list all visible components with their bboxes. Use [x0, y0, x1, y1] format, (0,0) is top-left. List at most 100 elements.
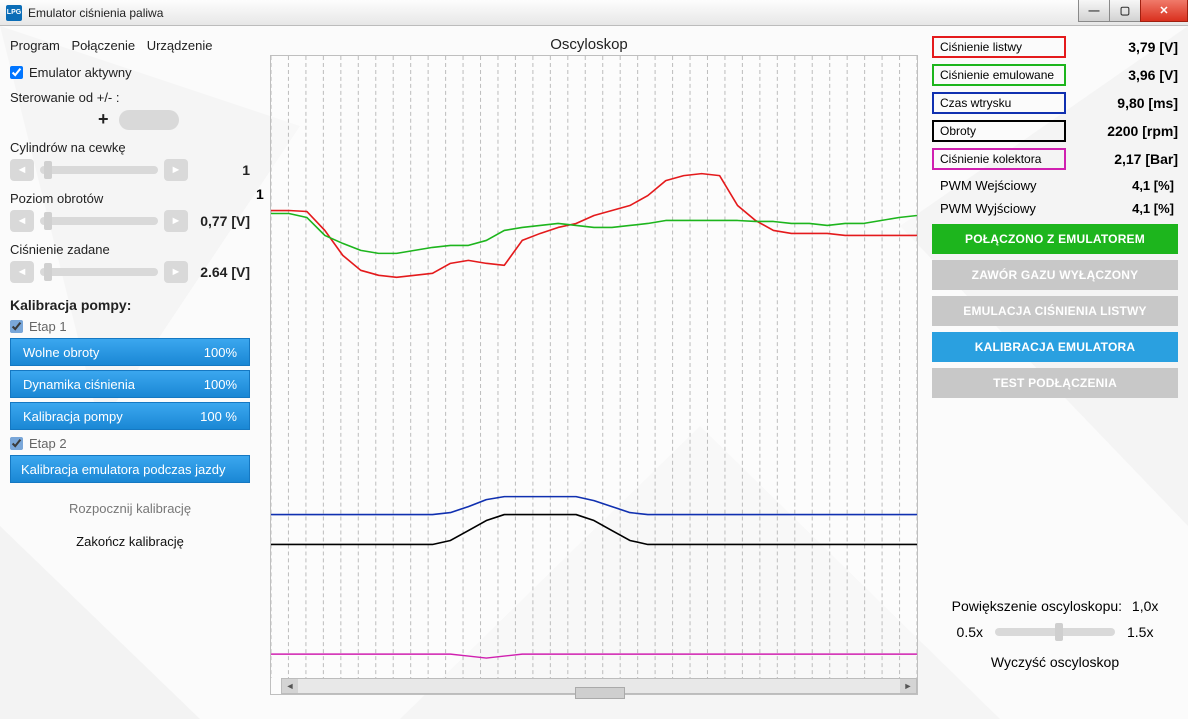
- zoom-value: 1,0x: [1132, 598, 1158, 614]
- plus-icon: +: [98, 109, 109, 130]
- rpm-inc-icon[interactable]: ►: [164, 210, 188, 232]
- cyl-dec-icon[interactable]: ◄: [10, 159, 34, 181]
- menu-program[interactable]: Program: [10, 38, 60, 53]
- scroll-left-icon[interactable]: ◄: [282, 679, 298, 693]
- set-pressure-value: 2.64 [V]: [188, 264, 250, 280]
- legend-label: Ciśnienie kolektora: [932, 148, 1066, 170]
- scroll-right-icon[interactable]: ►: [900, 679, 916, 693]
- pwm-value: 4,1 [%]: [1132, 201, 1174, 216]
- legend-label: Ciśnienie emulowane: [932, 64, 1066, 86]
- status-gas-valve[interactable]: ZAWÓR GAZU WYŁĄCZONY: [932, 260, 1178, 290]
- prog-pump: Kalibracja pompy 100 %: [10, 402, 250, 430]
- clear-oscilloscope-button[interactable]: Wyczyść oscyloskop: [932, 654, 1178, 670]
- legend-value: 2200 [rpm]: [1092, 123, 1178, 139]
- stage1-input[interactable]: [10, 320, 23, 333]
- status-cal-emulator[interactable]: KALIBRACJA EMULATORA: [932, 332, 1178, 362]
- zoom-slider[interactable]: 0.5x 1.5x: [932, 624, 1178, 640]
- zoom-max: 1.5x: [1127, 624, 1153, 640]
- start-calibration-button[interactable]: Rozpocznij kalibrację: [10, 501, 250, 516]
- prog-dyn-label: Dynamika ciśnienia: [23, 377, 135, 392]
- emulator-active-label: Emulator aktywny: [29, 65, 132, 80]
- status-test-connection[interactable]: TEST PODŁĄCZENIA: [932, 368, 1178, 398]
- legend-row: Ciśnienie listwy3,79 [V]: [932, 36, 1178, 58]
- legend-value: 9,80 [ms]: [1092, 95, 1178, 111]
- rpm-slider[interactable]: ◄ ► 0,77 [V]: [10, 210, 250, 232]
- legend-row: Obroty 2200 [rpm]: [932, 120, 1178, 142]
- rpm-value: 0,77 [V]: [188, 213, 250, 229]
- legend-label: Obroty: [932, 120, 1066, 142]
- legend: Ciśnienie listwy3,79 [V] Ciśnienie emulow…: [932, 36, 1178, 170]
- axis-label-1: 1: [256, 186, 264, 202]
- stage1-checkbox[interactable]: Etap 1: [10, 319, 250, 334]
- left-panel: Program Połączenie Urządzenie Emulator a…: [0, 26, 260, 719]
- oscilloscope-plot: ◄ ►: [270, 55, 918, 695]
- pwm-label: PWM Wejściowy: [940, 178, 1037, 193]
- pump-cal-title: Kalibracja pompy:: [10, 297, 250, 313]
- rpm-dec-icon[interactable]: ◄: [10, 210, 34, 232]
- stage2-checkbox[interactable]: Etap 2: [10, 436, 250, 451]
- sp-track[interactable]: [40, 268, 158, 276]
- pm-toggle[interactable]: [119, 110, 179, 130]
- pwm-label: PWM Wyjściowy: [940, 201, 1036, 216]
- set-pressure-slider[interactable]: ◄ ► 2.64 [V]: [10, 261, 250, 283]
- legend-label: Czas wtrysku: [932, 92, 1066, 114]
- prog-idle: Wolne obroty 100%: [10, 338, 250, 366]
- prog-driving-label: Kalibracja emulatora podczas jazdy: [21, 462, 226, 477]
- legend-label: Ciśnienie listwy: [932, 36, 1066, 58]
- right-panel: Ciśnienie listwy3,79 [V] Ciśnienie emulow…: [926, 26, 1188, 719]
- work-area: Program Połączenie Urządzenie Emulator a…: [0, 26, 1188, 719]
- plot-svg: [271, 56, 917, 694]
- cyl-track[interactable]: [40, 166, 158, 174]
- emulator-active-input[interactable]: [10, 66, 23, 79]
- zoom-block: Powiększenie oscyloskopu: 1,0x 0.5x 1.5x…: [932, 598, 1178, 670]
- legend-value: 3,96 [V]: [1092, 67, 1178, 83]
- prog-dynamics: Dynamika ciśnienia 100%: [10, 370, 250, 398]
- window-titlebar: LPG Emulator ciśnienia paliwa — ▢ ✕: [0, 0, 1188, 26]
- stage2-label: Etap 2: [29, 436, 67, 451]
- menu-connection[interactable]: Połączenie: [71, 38, 135, 53]
- legend-row: Ciśnienie kolektora2,17 [Bar]: [932, 148, 1178, 170]
- zoom-thumb[interactable]: [1055, 623, 1063, 641]
- stage2-input[interactable]: [10, 437, 23, 450]
- prog-pump-label: Kalibracja pompy: [23, 409, 123, 424]
- maximize-button[interactable]: ▢: [1109, 0, 1141, 22]
- menu-bar: Program Połączenie Urządzenie: [10, 34, 250, 61]
- cyl-inc-icon[interactable]: ►: [164, 159, 188, 181]
- minimize-button[interactable]: —: [1078, 0, 1110, 22]
- scroll-thumb[interactable]: [575, 687, 625, 699]
- legend-row: Czas wtrysku 9,80 [ms]: [932, 92, 1178, 114]
- plot-hscrollbar[interactable]: ◄ ►: [281, 678, 917, 694]
- window-title: Emulator ciśnienia paliwa: [28, 6, 163, 20]
- center-panel: Oscyloskop 1 ◄ ►: [260, 26, 926, 719]
- pwm-row: PWM Wejściowy 4,1 [%]: [932, 176, 1178, 195]
- sp-dec-icon[interactable]: ◄: [10, 261, 34, 283]
- sp-inc-icon[interactable]: ►: [164, 261, 188, 283]
- set-pressure-label: Ciśnienie zadane: [10, 242, 250, 257]
- menu-device[interactable]: Urządzenie: [147, 38, 213, 53]
- prog-idle-label: Wolne obroty: [23, 345, 99, 360]
- control-pm-label: Sterowanie od +/- :: [10, 90, 250, 105]
- cylinders-label: Cylindrów na cewkę: [10, 140, 250, 155]
- rpm-track[interactable]: [40, 217, 158, 225]
- end-calibration-button[interactable]: Zakończ kalibrację: [10, 534, 250, 549]
- status-connected: POŁĄCZONO Z EMULATOREM: [932, 224, 1178, 254]
- control-pm-row: +: [10, 109, 250, 130]
- prog-dyn-pct: 100%: [204, 377, 237, 392]
- prog-driving: Kalibracja emulatora podczas jazdy: [10, 455, 250, 483]
- window-buttons: — ▢ ✕: [1079, 0, 1188, 22]
- status-emul-pressure[interactable]: EMULACJA CIŚNIENIA LISTWY: [932, 296, 1178, 326]
- cylinders-slider[interactable]: ◄ ► 1: [10, 159, 250, 181]
- prog-pump-pct: 100 %: [200, 409, 237, 424]
- stage1-label: Etap 1: [29, 319, 67, 334]
- prog-idle-pct: 100%: [204, 345, 237, 360]
- close-button[interactable]: ✕: [1140, 0, 1188, 22]
- zoom-track[interactable]: [995, 628, 1115, 636]
- app-icon: LPG: [6, 5, 22, 21]
- pwm-readouts: PWM Wejściowy 4,1 [%] PWM Wyjściowy 4,1 [%]: [932, 176, 1178, 218]
- pwm-value: 4,1 [%]: [1132, 178, 1174, 193]
- emulator-active-checkbox[interactable]: Emulator aktywny: [10, 65, 250, 80]
- zoom-label: Powiększenie oscyloskopu:: [952, 598, 1122, 614]
- zoom-min: 0.5x: [957, 624, 983, 640]
- legend-row: Ciśnienie emulowane 3,96 [V]: [932, 64, 1178, 86]
- pwm-row: PWM Wyjściowy 4,1 [%]: [932, 199, 1178, 218]
